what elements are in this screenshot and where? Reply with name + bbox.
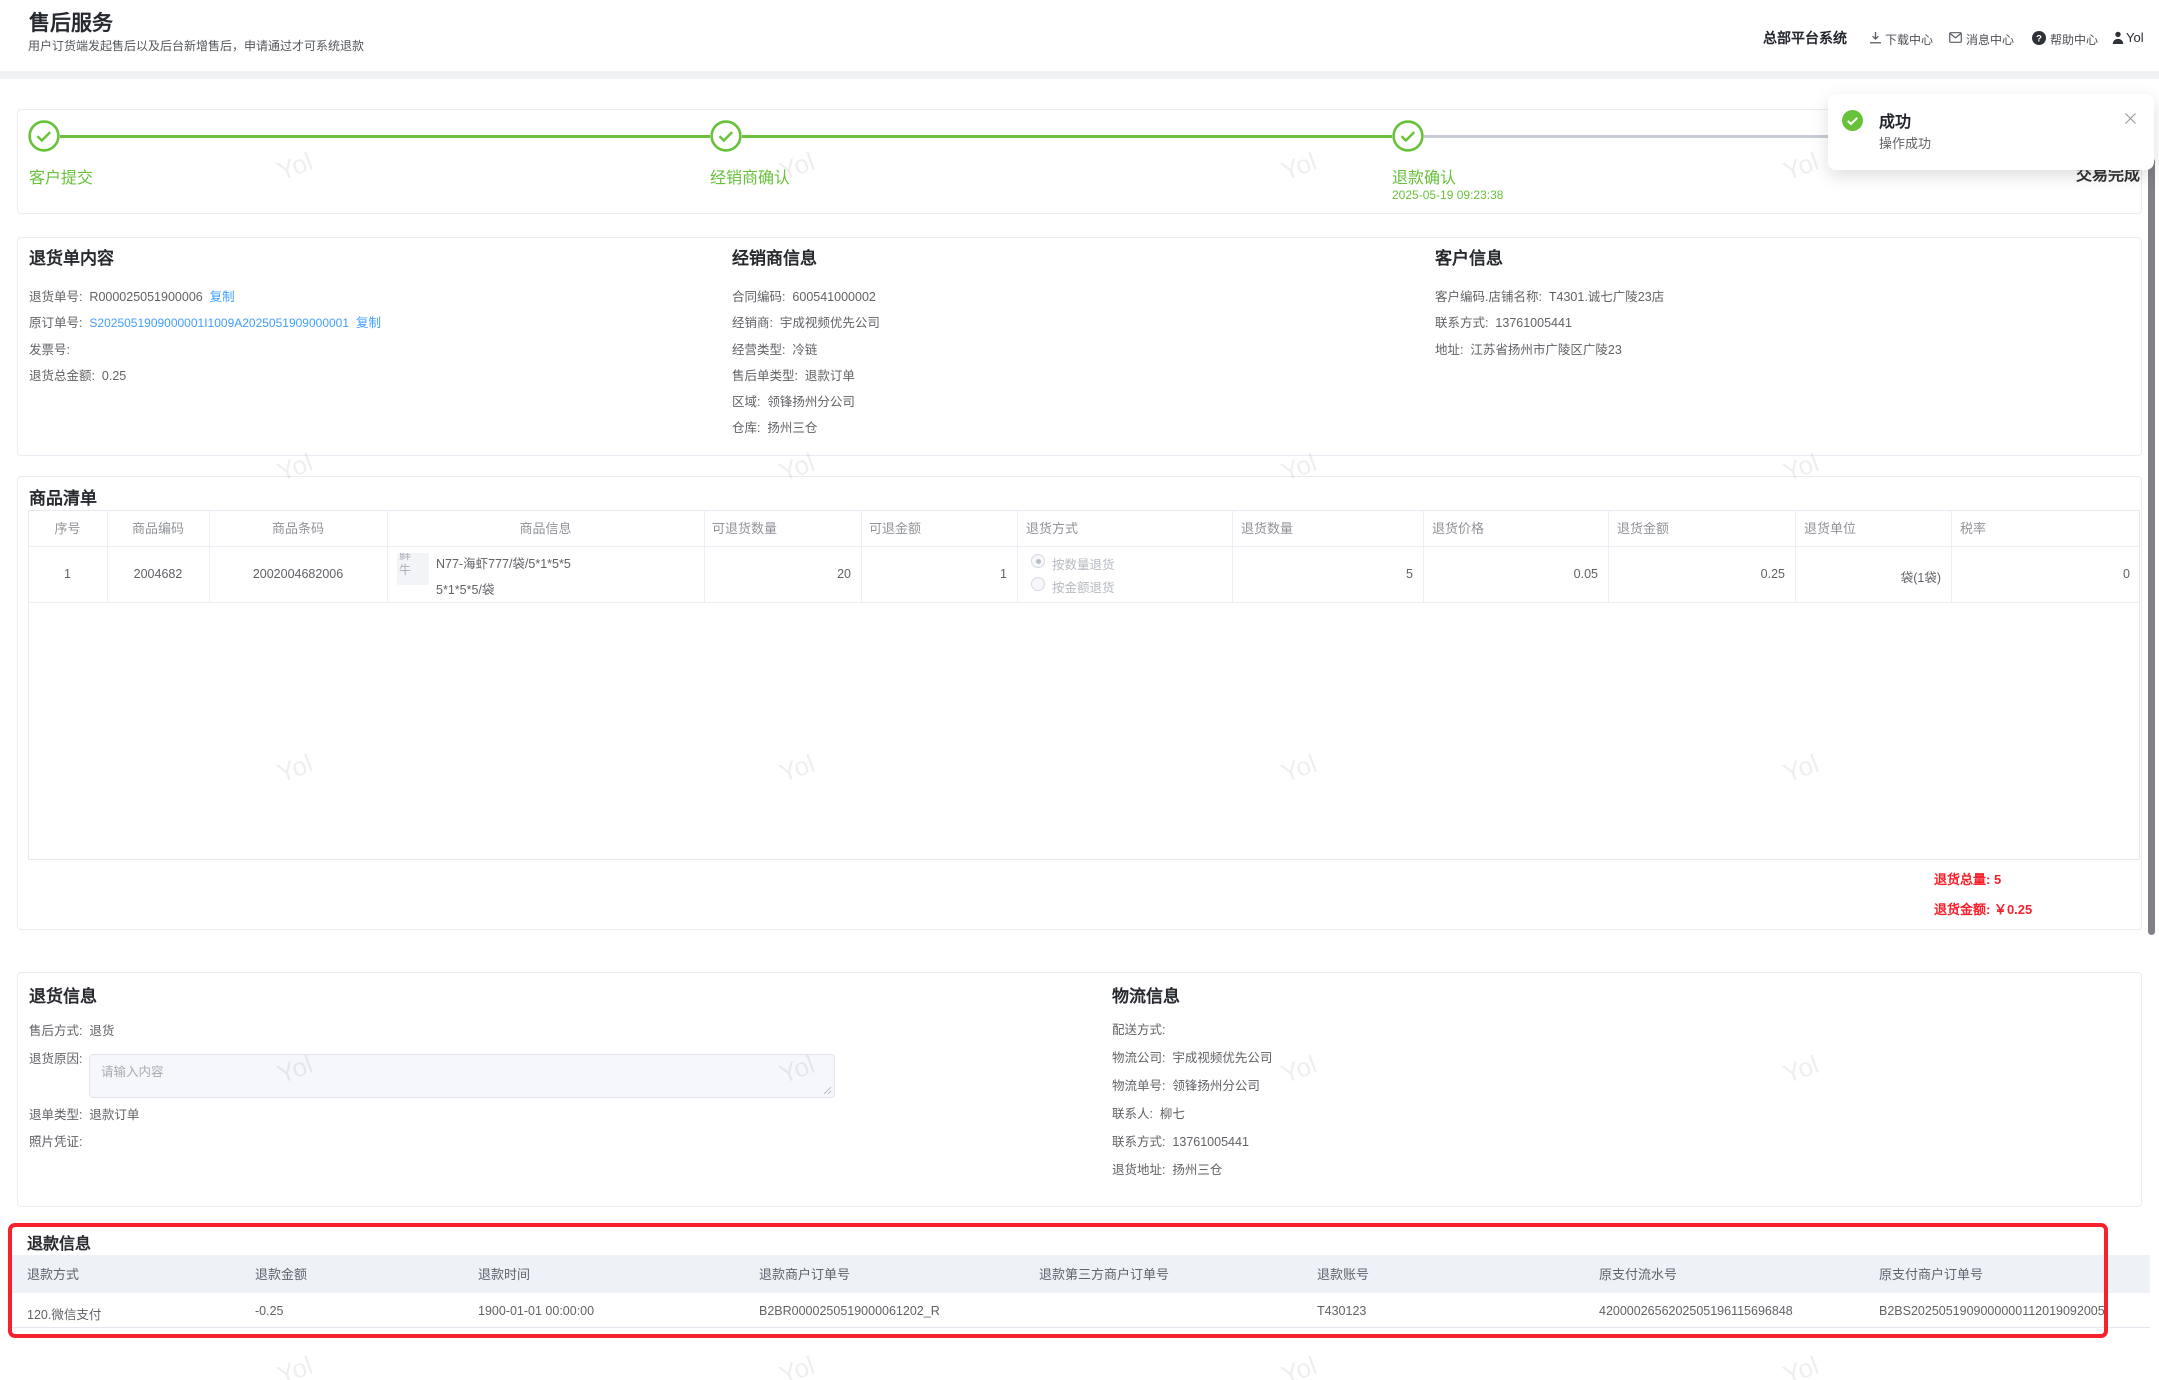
svg-text:?: ? (2036, 33, 2042, 44)
